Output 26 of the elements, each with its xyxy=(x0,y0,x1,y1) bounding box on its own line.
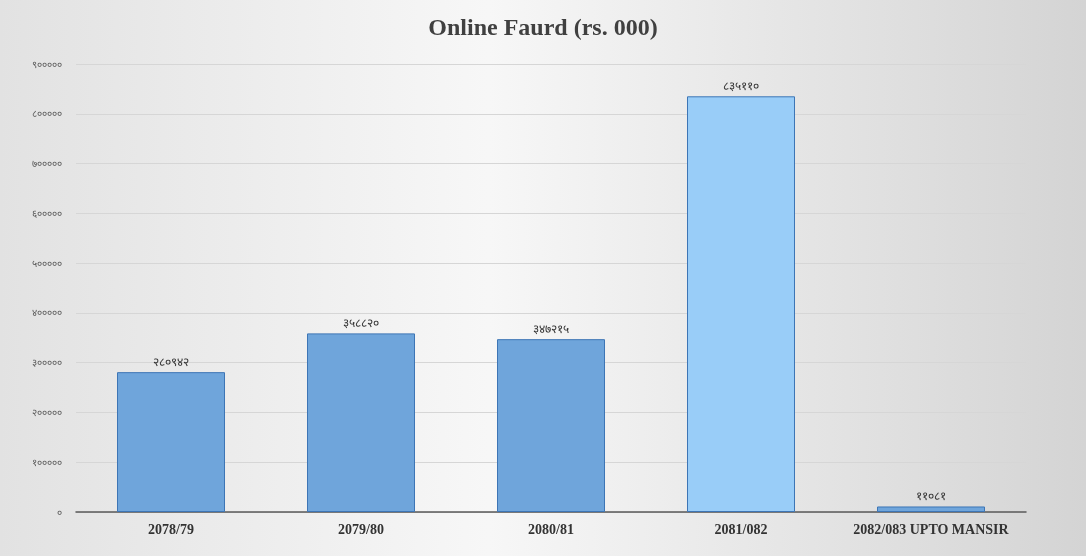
y-tick-label: ४००००० xyxy=(32,307,62,319)
x-tick-label: 2078/79 xyxy=(148,521,194,537)
y-tick-label: ७००००० xyxy=(32,158,62,170)
data-label: २८०९४२ xyxy=(153,355,189,370)
data-label: ३४७२१५ xyxy=(533,322,569,337)
bar xyxy=(687,96,795,512)
y-tick-label: ८००००० xyxy=(32,108,62,120)
bar xyxy=(497,339,605,512)
x-tick-label: 2079/80 xyxy=(338,521,384,537)
data-label: ८३५११० xyxy=(723,79,759,94)
y-tick-label: २००००० xyxy=(32,406,62,418)
y-tick-label: १००००० xyxy=(32,456,62,468)
data-label: ११०८१ xyxy=(916,489,946,504)
y-tick-label: ५००००० xyxy=(32,257,62,269)
x-tick-label: 2081/082 xyxy=(714,521,768,537)
x-tick-label: 2080/81 xyxy=(528,521,574,537)
y-tick-label: ६००००० xyxy=(32,207,62,219)
bar xyxy=(117,372,225,512)
y-tick-label: ० xyxy=(57,506,62,518)
x-tick-label: 2082/083 UPTO MANSIR xyxy=(853,521,1010,537)
bar xyxy=(307,333,415,512)
bar xyxy=(877,506,985,512)
chart-title: Online Faurd (rs. 000) xyxy=(428,14,658,40)
y-tick-label: ९००००० xyxy=(32,58,62,70)
data-label: ३५८८२० xyxy=(343,316,379,331)
y-tick-label: ३००००० xyxy=(32,357,62,369)
